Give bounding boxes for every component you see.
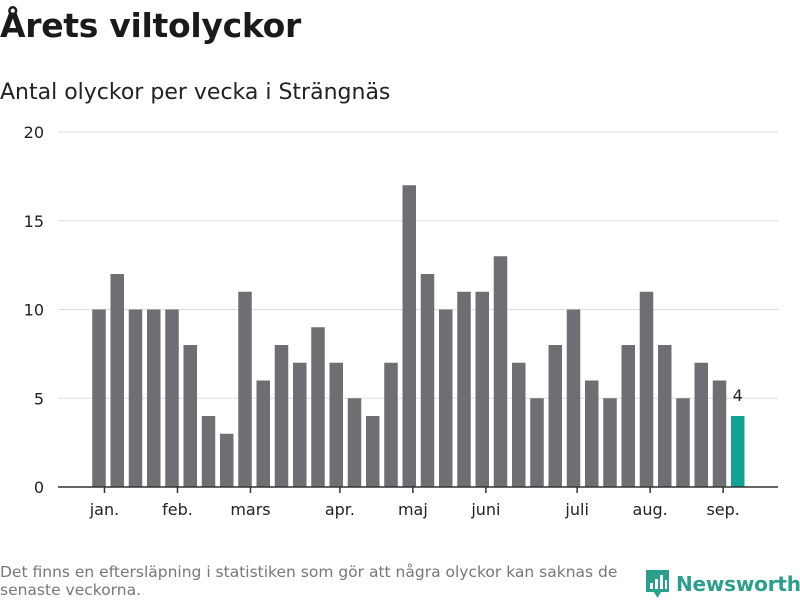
bar [475,291,489,487]
x-tick-label: mars [230,500,270,519]
bar [420,274,435,487]
bar [548,345,562,487]
bar [147,309,161,487]
x-tick-label: feb. [162,500,193,519]
bar [603,398,617,487]
bar [238,291,252,487]
x-tick-label: juni [470,500,500,519]
bar [311,327,325,487]
bar [439,309,453,487]
x-tick-label: juli [564,500,588,519]
bar [457,291,471,487]
bar [110,274,124,487]
bar [621,345,635,487]
bar [293,362,307,487]
bar [329,362,343,487]
bar [402,185,416,487]
bar [493,256,508,487]
y-tick-label: 15 [24,212,44,231]
bar [512,362,526,487]
bar [712,380,727,487]
bar [530,398,544,487]
highlight-bar [731,416,745,487]
bar [92,309,106,487]
bar [639,291,654,487]
bar [256,380,270,487]
footnote: Det finns en eftersläpning i statistiken… [0,563,618,599]
chart-title: Årets viltolyckor [0,6,301,45]
bar [220,433,234,487]
bar [347,398,362,487]
bar [183,345,197,487]
bar [165,309,179,487]
y-tick-label: 10 [24,301,44,320]
bar [201,416,216,487]
y-tick-label: 0 [34,478,44,497]
chart-subtitle: Antal olyckor per vecka i Strängnäs [0,80,391,105]
data-label: 4 [733,386,743,405]
x-tick-label: sep. [706,500,739,519]
x-tick-label: apr. [325,500,355,519]
x-tick-label: aug. [633,500,668,519]
bar [274,345,289,487]
y-tick-label: 20 [24,123,44,142]
bar [384,362,398,487]
bar [585,380,599,487]
bar [658,345,672,487]
bar [676,398,690,487]
bar [366,416,380,487]
bar [694,362,708,487]
x-tick-label: maj [398,500,428,519]
y-tick-label: 5 [34,389,44,408]
x-tick-label: jan. [89,500,119,519]
brand-name[interactable]: Newsworthy [676,572,800,596]
newsworthy-brand[interactable]: Newsworthy [645,569,800,599]
bar [566,309,581,487]
bar [128,309,143,487]
newsworthy-logo-icon [646,570,669,598]
